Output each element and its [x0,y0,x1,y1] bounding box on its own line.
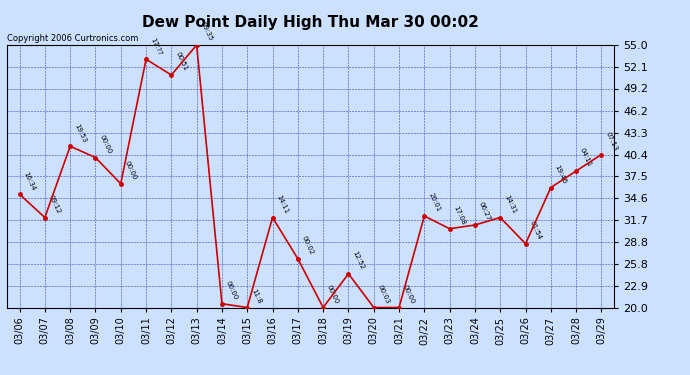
Text: 00:03: 00:03 [377,284,391,305]
Text: 00:00: 00:00 [124,160,137,181]
Text: 04:11: 04:11 [579,147,593,168]
Text: 09:12: 09:12 [48,194,61,215]
Text: 20:01: 20:01 [427,192,441,213]
Text: Copyright 2006 Curtronics.com: Copyright 2006 Curtronics.com [7,34,138,43]
Text: Dew Point Daily High Thu Mar 30 00:02: Dew Point Daily High Thu Mar 30 00:02 [142,15,479,30]
Text: 12:52: 12:52 [351,250,365,271]
Text: 19:53: 19:53 [73,123,87,144]
Text: 17:??: 17:?? [149,37,162,57]
Text: 11:8: 11:8 [250,288,262,305]
Text: 07:13: 07:13 [604,131,618,152]
Text: 00:02: 00:02 [301,235,315,256]
Text: 00:00: 00:00 [225,280,239,301]
Text: 00:00: 00:00 [326,284,340,305]
Text: 14:11: 14:11 [275,194,289,215]
Text: 00:00: 00:00 [98,134,112,155]
Text: 00:51: 00:51 [174,51,188,72]
Text: 09:35: 09:35 [199,21,213,42]
Text: 01:54: 01:54 [529,220,542,241]
Text: 16:34: 16:34 [22,171,37,192]
Text: 17:08: 17:08 [453,205,466,226]
Text: 00:00: 00:00 [402,284,416,305]
Text: 19:46: 19:46 [553,164,568,185]
Text: 14:31: 14:31 [503,194,517,215]
Text: 06:27: 06:27 [477,201,492,222]
